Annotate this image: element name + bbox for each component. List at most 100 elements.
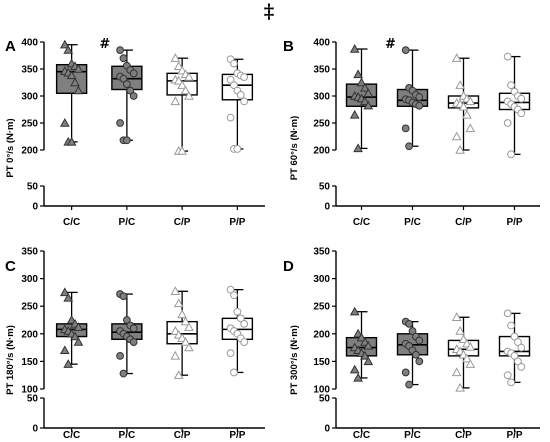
data-point [226, 75, 235, 84]
y-axis-label: PT 300°/s (N·m) [289, 325, 300, 395]
data-point [119, 292, 128, 301]
data-point [129, 324, 138, 333]
data-point [240, 338, 249, 346]
data-point [507, 150, 516, 159]
category-label: C/C [63, 430, 80, 441]
data-point [415, 93, 424, 101]
y-tick-label: 250 [313, 119, 330, 130]
data-point [116, 119, 124, 127]
data-point [458, 101, 469, 111]
data-point [451, 131, 462, 141]
data-point [465, 342, 476, 351]
category-label: P/C [404, 430, 421, 441]
data-point [451, 53, 462, 62]
data-point [63, 359, 74, 368]
data-point [405, 380, 414, 389]
data-point [230, 81, 238, 90]
data-point [517, 363, 526, 371]
data-point [455, 382, 465, 392]
y-tick-label: 300 [21, 274, 38, 285]
data-point [66, 136, 77, 146]
data-point [517, 343, 526, 352]
data-point [70, 77, 80, 87]
data-point [70, 331, 80, 341]
data-point [458, 334, 469, 344]
category-label: C/C [353, 217, 370, 228]
category-label: P/P [506, 430, 522, 441]
data-point [507, 81, 516, 90]
data-point [129, 92, 138, 100]
data-point [451, 367, 462, 377]
y-tick-label: 50 [319, 182, 331, 193]
data-point [184, 90, 194, 100]
data-point [405, 142, 414, 151]
data-point [177, 309, 187, 319]
data-point [455, 80, 465, 89]
y-tick-label: 50 [27, 182, 39, 193]
data-point [510, 351, 519, 360]
data-point [363, 356, 374, 366]
data-point [122, 80, 131, 89]
data-point [349, 43, 360, 53]
data-point [170, 350, 181, 360]
data-point [455, 326, 465, 335]
data-point [129, 69, 138, 78]
data-point [173, 298, 184, 308]
data-point [180, 337, 191, 346]
data-point [517, 109, 526, 118]
data-point [465, 359, 476, 368]
y-tick-label: 300 [313, 274, 330, 285]
data-point [360, 82, 370, 92]
data-point [119, 54, 128, 63]
data-point [401, 124, 410, 133]
data-point [180, 85, 191, 95]
category-label: C/P [174, 217, 191, 228]
data-point [353, 69, 363, 79]
data-point [180, 316, 191, 326]
data-point [236, 314, 245, 323]
category-label: P/P [229, 430, 245, 441]
data-point [116, 46, 124, 54]
category-label: C/P [174, 430, 191, 441]
panel-D: D PT 300°/s (N·m) 100 150 200 250 300 350 0 50 C/C… [283, 247, 540, 441]
y-tick-label: 250 [21, 302, 38, 313]
y-tick-label: 300 [313, 92, 330, 103]
y-tick-label: 350 [313, 65, 330, 76]
data-point [465, 123, 476, 133]
data-point [66, 70, 77, 80]
panel-A: A PT 0°/s (N·m) 200 250 300 350 400 0 50 C/C P/C C/… [5, 37, 265, 228]
y-tick-label: 400 [313, 38, 330, 49]
y-tick-label: 200 [313, 329, 330, 340]
y-tick-label: 0 [32, 424, 38, 435]
category-label: C/P [455, 217, 472, 228]
dagger-symbol: ‡ [264, 0, 274, 23]
data-point [360, 96, 370, 106]
y-axis-label: PT 60°/s (N·m) [289, 116, 300, 181]
data-point [363, 340, 374, 350]
data-point [129, 338, 138, 346]
data-point [240, 73, 249, 81]
y-tick-label: 0 [32, 202, 38, 213]
y-tick-label: 350 [21, 65, 38, 76]
data-point [363, 88, 374, 97]
data-point [349, 364, 360, 374]
data-point [122, 136, 131, 145]
data-point [462, 109, 472, 119]
y-tick-label: 350 [21, 247, 38, 258]
data-point [510, 332, 519, 341]
data-point [415, 101, 424, 110]
data-point [230, 291, 238, 300]
y-tick-label: 250 [21, 119, 38, 130]
data-point [184, 322, 194, 331]
data-point [226, 285, 235, 294]
data-point [465, 96, 476, 106]
y-tick-label: 50 [27, 394, 39, 405]
data-point [356, 77, 367, 87]
category-label: C/P [455, 430, 472, 441]
y-axis-label: PT 0°/s (N·m) [5, 118, 16, 177]
data-point [73, 322, 84, 331]
data-point [73, 85, 84, 95]
data-point [514, 357, 522, 366]
y-tick-label: 100 [313, 385, 330, 396]
